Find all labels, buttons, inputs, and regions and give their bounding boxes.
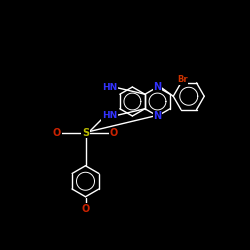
- Text: HN: HN: [102, 112, 117, 120]
- Text: N: N: [154, 111, 162, 121]
- Text: O: O: [53, 128, 61, 138]
- Text: S: S: [82, 128, 89, 138]
- Text: O: O: [82, 204, 90, 214]
- Text: Br: Br: [177, 75, 188, 84]
- Text: O: O: [110, 128, 118, 138]
- Text: N: N: [154, 82, 162, 92]
- Text: HN: HN: [102, 82, 117, 92]
